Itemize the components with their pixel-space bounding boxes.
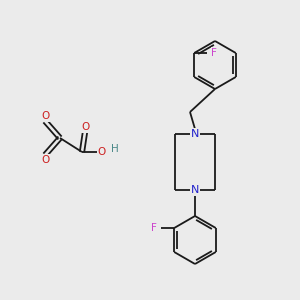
Text: F: F (211, 48, 217, 58)
Text: O: O (98, 147, 106, 157)
Text: O: O (41, 111, 49, 121)
Text: O: O (41, 155, 49, 165)
Text: O: O (82, 122, 90, 132)
Text: F: F (151, 223, 157, 233)
Text: N: N (191, 129, 199, 139)
Text: N: N (191, 185, 199, 195)
Text: H: H (111, 144, 119, 154)
